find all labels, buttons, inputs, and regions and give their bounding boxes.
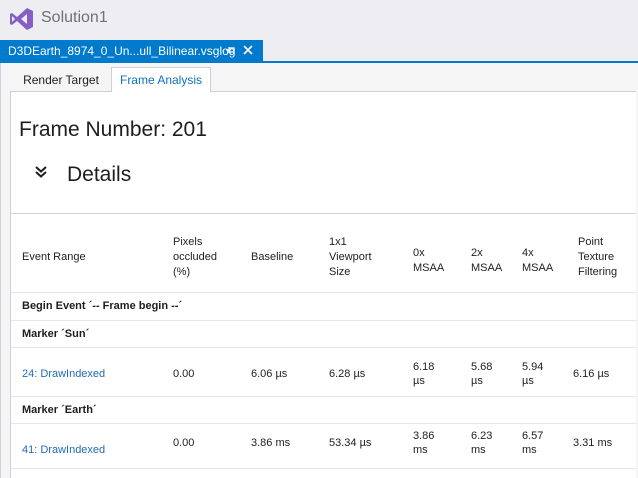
cell-point-texture-filtering: 6.16 µs [573,368,610,380]
header-2x-msaa[interactable]: 2x MSAA [471,247,503,274]
event-link-24[interactable]: 24: DrawIndexed [22,368,106,380]
cell-baseline: 3.86 ms [251,437,291,449]
header-baseline[interactable]: Baseline [251,251,294,263]
double-chevron-down-icon[interactable] [34,165,48,179]
event-link-41[interactable]: 41: DrawIndexed [22,444,106,456]
document-tab-label: D3DEarth_8974_0_Un...ull_Bilinear.vsglog [8,43,236,58]
row-divider [11,396,636,397]
cell-pixels-occluded: 0.00 [173,437,195,449]
close-icon[interactable] [242,44,254,56]
header-event-range[interactable]: Event Range [22,251,86,263]
tab-well-line [0,61,638,63]
pin-icon[interactable] [224,43,236,57]
tab-render-target[interactable]: Render Target [11,67,111,92]
header-viewport-size[interactable]: 1x1 Viewport Size [329,236,372,278]
row-divider [11,320,636,321]
frame-analysis-panel [10,91,636,478]
cell-0x-msaa: 3.86 ms [413,430,435,456]
row-divider [11,423,636,424]
app-title: Solution1 [41,9,108,26]
cell-4x-msaa: 6.57 ms [522,430,544,456]
row-divider [11,292,636,293]
cell-2x-msaa: 5.68 µs [471,361,493,387]
group-begin-event: Begin Event ´-- Frame begin --´ [22,300,183,312]
cell-point-texture-filtering: 3.31 ms [573,437,613,449]
cell-2x-msaa: 6.23 ms [471,430,493,456]
section-divider [11,213,636,214]
group-marker-earth: Marker ´Earth´ [22,404,97,416]
group-marker-sun: Marker ´Sun´ [22,328,90,340]
header-0x-msaa[interactable]: 0x MSAA [413,247,445,274]
cell-0x-msaa: 6.18 µs [413,361,435,387]
cell-pixels-occluded: 0.00 [173,368,195,380]
cell-4x-msaa: 5.94 µs [522,361,544,387]
cell-viewport-size: 53.34 µs [329,437,372,449]
row-divider [11,347,636,348]
tab-frame-analysis[interactable]: Frame Analysis [111,67,211,92]
title-bar: Solution1 [0,0,638,38]
cell-viewport-size: 6.28 µs [329,368,366,380]
cell-baseline: 6.06 µs [251,368,288,380]
frame-number-heading: Frame Number: 201 [19,118,207,141]
visual-studio-icon [10,8,33,30]
header-4x-msaa[interactable]: 4x MSAA [522,247,554,274]
details-heading[interactable]: Details [67,163,132,186]
row-divider [11,468,636,469]
header-point-texture-filtering[interactable]: Point Texture Filtering [578,236,618,278]
header-pixels-occluded[interactable]: Pixels occluded (%) [173,236,218,278]
document-tab[interactable]: D3DEarth_8974_0_Un...ull_Bilinear.vsglog [0,40,263,61]
